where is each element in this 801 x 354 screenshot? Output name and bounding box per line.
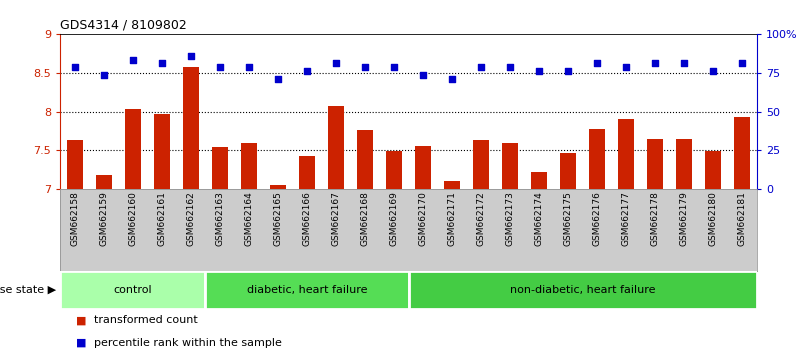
Text: percentile rank within the sample: percentile rank within the sample xyxy=(94,338,282,348)
Text: GSM662166: GSM662166 xyxy=(303,192,312,246)
Text: GSM662180: GSM662180 xyxy=(709,192,718,246)
Text: GSM662172: GSM662172 xyxy=(477,192,485,246)
Bar xyxy=(676,139,692,189)
Text: GSM662179: GSM662179 xyxy=(680,192,689,246)
Bar xyxy=(211,147,227,189)
Point xyxy=(620,64,633,70)
Bar xyxy=(270,185,286,189)
Bar xyxy=(409,271,757,309)
Text: GSM662167: GSM662167 xyxy=(332,192,340,246)
Text: GSM662159: GSM662159 xyxy=(99,192,108,246)
Text: GSM662168: GSM662168 xyxy=(360,192,369,246)
Text: GSM662170: GSM662170 xyxy=(419,192,428,246)
Bar xyxy=(125,109,141,189)
Point xyxy=(562,68,574,74)
Bar xyxy=(328,106,344,189)
Bar xyxy=(473,140,489,189)
Bar xyxy=(241,143,257,189)
Point xyxy=(533,68,545,74)
Text: GDS4314 / 8109802: GDS4314 / 8109802 xyxy=(60,18,187,32)
Point xyxy=(388,64,400,70)
Bar xyxy=(647,139,663,189)
Bar xyxy=(590,129,606,189)
Bar xyxy=(154,114,170,189)
Point xyxy=(155,61,168,66)
Point xyxy=(475,64,488,70)
Point xyxy=(272,76,284,82)
Text: ■: ■ xyxy=(76,338,87,348)
Point xyxy=(243,64,256,70)
Point xyxy=(445,76,458,82)
Bar xyxy=(183,67,199,189)
Text: ■: ■ xyxy=(76,315,87,325)
Text: GSM662176: GSM662176 xyxy=(593,192,602,246)
Text: GSM662162: GSM662162 xyxy=(187,192,195,246)
Text: GSM662169: GSM662169 xyxy=(389,192,398,246)
Bar xyxy=(66,140,83,189)
Point xyxy=(68,64,81,70)
Text: GSM662160: GSM662160 xyxy=(128,192,137,246)
Bar xyxy=(735,117,751,189)
Point xyxy=(504,64,517,70)
Bar xyxy=(618,119,634,189)
Text: non-diabetic, heart failure: non-diabetic, heart failure xyxy=(510,285,655,295)
Text: GSM662173: GSM662173 xyxy=(505,192,514,246)
Point xyxy=(97,72,110,78)
Bar xyxy=(415,146,431,189)
Point xyxy=(213,64,226,70)
Text: GSM662158: GSM662158 xyxy=(70,192,79,246)
Bar xyxy=(357,130,373,189)
Bar xyxy=(95,175,111,189)
Bar xyxy=(386,151,402,189)
Bar xyxy=(531,172,547,189)
Bar xyxy=(560,153,576,189)
Text: diabetic, heart failure: diabetic, heart failure xyxy=(247,285,367,295)
Bar xyxy=(706,151,722,189)
Bar xyxy=(60,271,205,309)
Bar xyxy=(299,156,315,189)
Text: GSM662165: GSM662165 xyxy=(273,192,282,246)
Text: GSM662175: GSM662175 xyxy=(564,192,573,246)
Text: transformed count: transformed count xyxy=(94,315,198,325)
Point xyxy=(707,68,720,74)
Text: GSM662178: GSM662178 xyxy=(651,192,660,246)
Point xyxy=(359,64,372,70)
Point xyxy=(591,61,604,66)
Point xyxy=(184,53,197,58)
Text: control: control xyxy=(114,285,152,295)
Text: GSM662171: GSM662171 xyxy=(448,192,457,246)
Text: GSM662163: GSM662163 xyxy=(215,192,224,246)
Point xyxy=(417,72,429,78)
Point xyxy=(127,57,139,62)
Text: GSM662161: GSM662161 xyxy=(157,192,166,246)
Text: GSM662177: GSM662177 xyxy=(622,192,630,246)
Text: GSM662174: GSM662174 xyxy=(535,192,544,246)
Bar xyxy=(502,143,518,189)
Text: GSM662164: GSM662164 xyxy=(244,192,253,246)
Point xyxy=(736,61,749,66)
Text: disease state ▶: disease state ▶ xyxy=(0,285,56,295)
Point xyxy=(329,61,342,66)
Bar xyxy=(205,271,409,309)
Point xyxy=(300,68,313,74)
Point xyxy=(678,61,690,66)
Text: GSM662181: GSM662181 xyxy=(738,192,747,246)
Point xyxy=(649,61,662,66)
Bar xyxy=(444,181,460,189)
